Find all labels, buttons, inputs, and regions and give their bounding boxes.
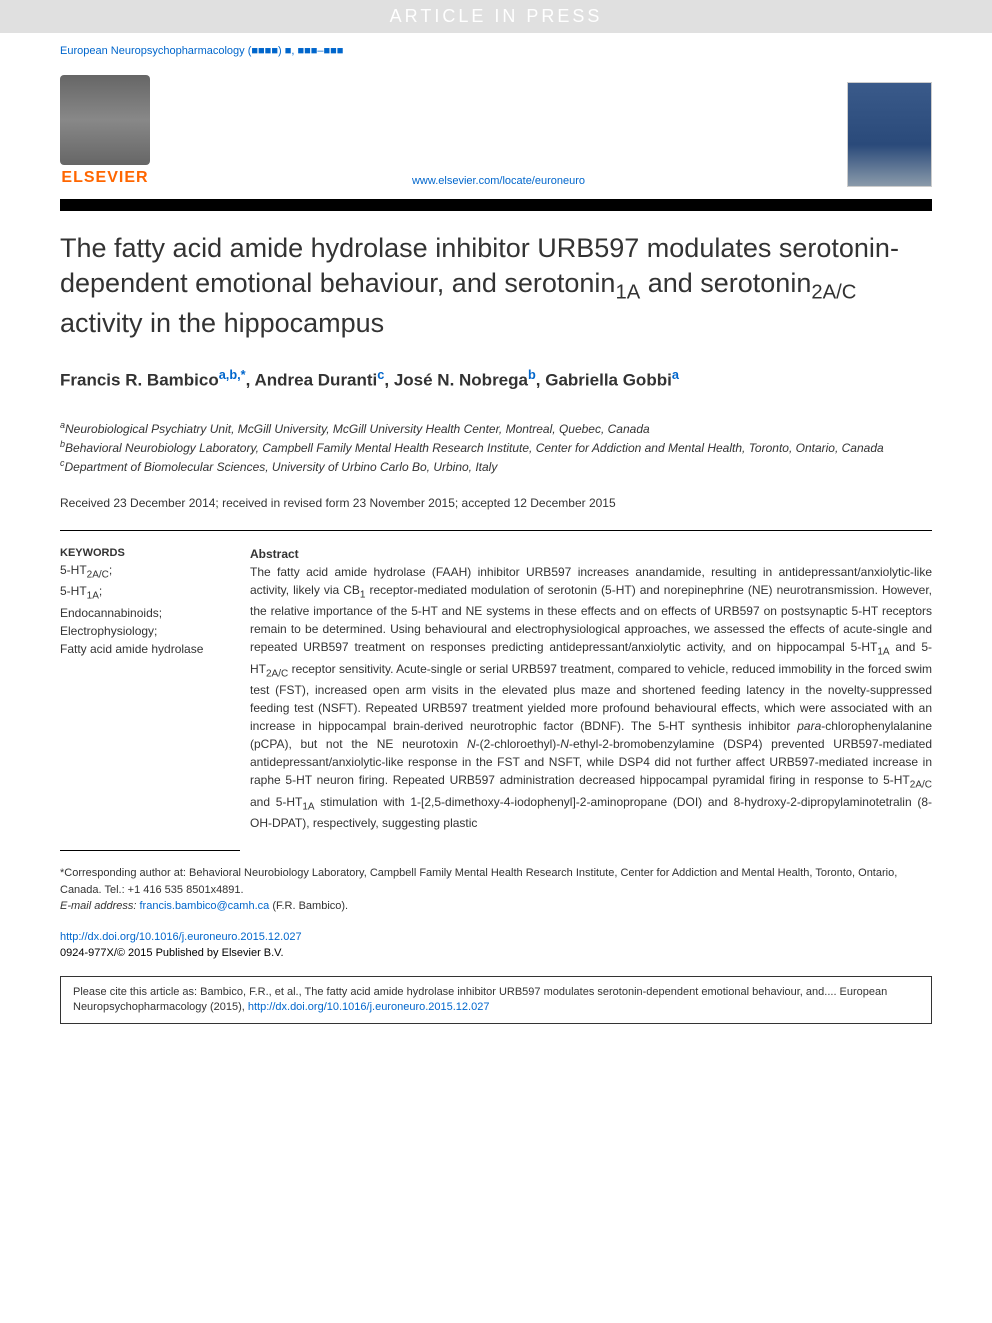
article-title-block: The fatty acid amide hydrolase inhibitor… xyxy=(0,211,992,353)
abstract-heading: Abstract xyxy=(250,547,932,561)
journal-ref-text: European Neuropsychopharmacology ( xyxy=(60,45,251,57)
elsevier-tree-icon xyxy=(60,75,150,165)
article-dates: Received 23 December 2014; received in r… xyxy=(0,488,992,530)
affiliation-text: Neurobiological Psychiatry Unit, McGill … xyxy=(65,422,650,436)
copyright-text: 0924-977X/© 2015 Published by Elsevier B… xyxy=(60,945,932,962)
corresponding-author-block: *Corresponding author at: Behavioral Neu… xyxy=(0,851,992,925)
doi-block: http://dx.doi.org/10.1016/j.euroneuro.20… xyxy=(0,925,992,976)
email-suffix: (F.R. Bambico). xyxy=(269,900,348,912)
article-title: The fatty acid amide hydrolase inhibitor… xyxy=(60,231,932,341)
content-row: KEYWORDS 5-HT2A/C;5-HT1A;Endocannabinoid… xyxy=(0,531,992,832)
author-affil-sup: b xyxy=(528,367,536,382)
author-name: Francis R. Bambico xyxy=(60,371,219,390)
journal-url-link[interactable]: www.elsevier.com/locate/euroneuro xyxy=(150,175,847,187)
email-label: E-mail address: xyxy=(60,900,136,912)
author-name: Gabriella Gobbi xyxy=(545,371,672,390)
author-email-link[interactable]: francis.bambico@camh.ca xyxy=(139,900,269,912)
affiliation-text: Behavioral Neurobiology Laboratory, Camp… xyxy=(65,441,884,455)
author-affil-sup: a xyxy=(672,367,679,382)
corresponding-author-text: *Corresponding author at: Behavioral Neu… xyxy=(60,865,932,898)
article-in-press-watermark: ARTICLE IN PRESS xyxy=(0,0,992,33)
citation-doi-link[interactable]: http://dx.doi.org/10.1016/j.euroneuro.20… xyxy=(248,1001,490,1013)
journal-reference: European Neuropsychopharmacology (■■■■) … xyxy=(0,33,992,65)
author-affil-sup: a,b,* xyxy=(219,367,246,382)
citation-box: Please cite this article as: Bambico, F.… xyxy=(60,976,932,1025)
elsevier-label: ELSEVIER xyxy=(61,169,148,187)
abstract-column: Abstract The fatty acid amide hydrolase … xyxy=(250,547,932,832)
keywords-column: KEYWORDS 5-HT2A/C;5-HT1A;Endocannabinoid… xyxy=(60,547,220,832)
doi-link[interactable]: http://dx.doi.org/10.1016/j.euroneuro.20… xyxy=(60,929,932,946)
keywords-list: 5-HT2A/C;5-HT1A;Endocannabinoids;Electro… xyxy=(60,561,220,658)
author-name: José N. Nobrega xyxy=(394,371,528,390)
journal-cover-image xyxy=(847,82,932,187)
affiliation-text: Department of Biomolecular Sciences, Uni… xyxy=(65,460,498,474)
author-name: Andrea Duranti xyxy=(254,371,377,390)
affiliations-list: aNeurobiological Psychiatry Unit, McGill… xyxy=(0,411,992,488)
header-row: ELSEVIER www.elsevier.com/locate/euroneu… xyxy=(0,65,992,199)
keywords-heading: KEYWORDS xyxy=(60,547,220,559)
abstract-text: The fatty acid amide hydrolase (FAAH) in… xyxy=(250,563,932,832)
divider-bar xyxy=(60,199,932,211)
authors-list: Francis R. Bambicoa,b,*, Andrea Durantic… xyxy=(0,353,992,411)
author-affil-sup: c xyxy=(377,367,384,382)
elsevier-logo[interactable]: ELSEVIER xyxy=(60,75,150,187)
